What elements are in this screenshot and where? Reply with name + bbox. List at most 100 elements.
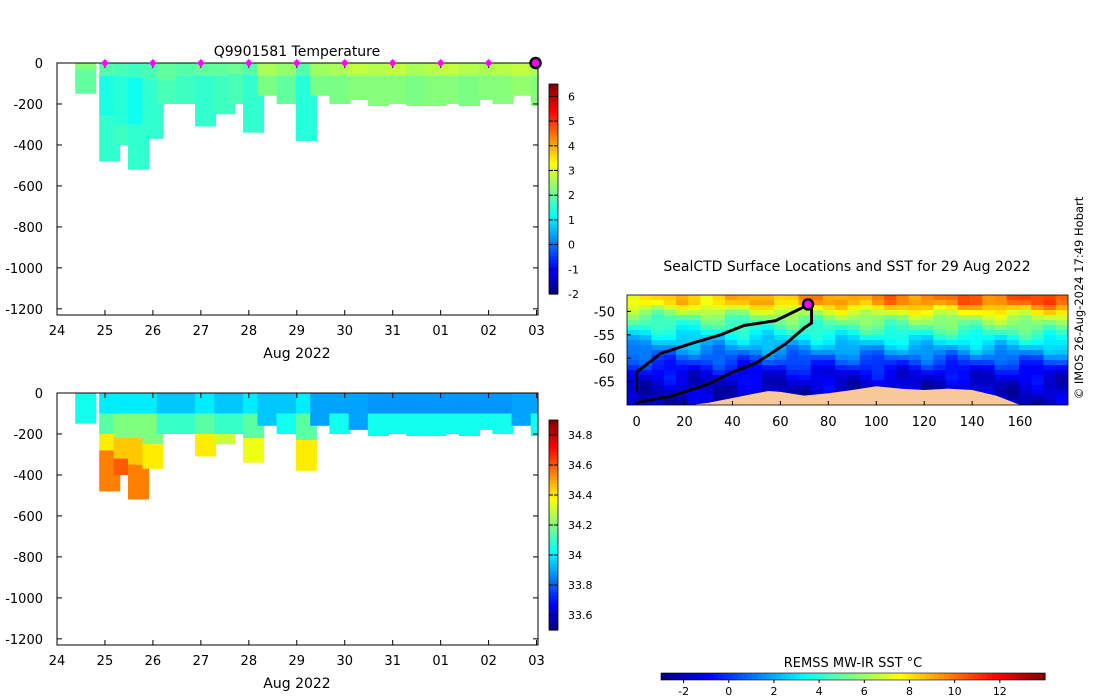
sst-cell [1055,375,1068,381]
sst-cell [982,330,995,336]
sst-colorbar-segment [723,673,729,680]
sst-cell [663,340,677,346]
colorbar-segment [549,140,558,145]
sst-colorbar-tick-label: -2 [678,685,689,698]
sst-cell [1006,315,1020,321]
sst-cell [639,355,652,361]
sst-cell [639,315,652,321]
sst-cell [761,300,775,306]
sst-cell [700,390,714,396]
sst-colorbar-segment [987,673,993,680]
sst-colorbar-segment [896,673,902,680]
sst-cell [688,380,701,386]
sst-cell [982,310,995,316]
colorbar-segment [549,108,558,113]
sst-cell [896,355,910,361]
colorbar-segment [549,504,558,509]
sst-cell [921,355,934,361]
sst-cell [627,295,640,301]
sst-colorbar-segment [665,673,672,680]
sst-cell [725,315,738,321]
sst-cell [1055,340,1068,346]
profile-cell [386,63,408,76]
sst-cell [786,385,799,391]
colorbar-tick-label: 33.8 [568,579,593,592]
sst-cell [1006,385,1020,391]
colorbar-segment [549,525,558,530]
sst-cell [1043,305,1057,311]
sst-cell [700,320,714,326]
colorbar-segment [549,217,558,222]
temperature-profile-markers [100,56,542,70]
sst-cell [859,330,873,336]
sst-cell [774,295,787,301]
map-x-tick-label: 140 [960,415,985,430]
sst-cell [884,345,897,351]
sst-cell [859,305,873,311]
colorbar-segment [549,521,558,526]
map-x-tick-label: 0 [632,415,640,430]
sst-cell [970,300,983,306]
profile-cell [530,63,538,76]
sst-cell [712,320,726,326]
sst-cell [847,330,861,336]
sst-colorbar-segment [958,673,964,680]
colorbar-segment [549,231,558,236]
sst-cell [810,315,824,321]
sst-cell [994,300,1008,306]
profile-cell [348,393,370,430]
sst-cell [663,380,677,386]
sst-colorbar-segment [709,673,715,680]
colorbar-segment [549,518,558,523]
sst-cell [896,375,910,381]
sst-cell [651,350,665,356]
profile-cell [406,75,428,106]
sst-cell [774,360,787,366]
sst-cell [1031,335,1044,341]
sst-cell [749,390,763,396]
sst-cell [1055,350,1068,356]
sst-cell [627,360,640,366]
sst-cell [908,325,922,331]
x-tick-label: 01 [432,654,449,669]
sst-cell [761,345,775,351]
sst-cell [823,360,836,366]
colorbar-segment [549,192,558,197]
sst-cell [737,320,750,326]
sst-cell [1019,320,1032,326]
sst-cell [798,390,812,396]
sst-colorbar-segment [857,673,864,680]
sst-cell [1031,300,1044,306]
sst-cell [786,365,799,371]
sst-cell [994,330,1008,336]
sst-cell [737,355,750,361]
colorbar-segment [549,595,558,600]
sst-cell [908,330,922,336]
sst-cell [688,325,701,331]
colorbar-tick-label: 0 [568,239,575,252]
sst-cell [933,305,946,311]
sst-cell [1043,320,1057,326]
sst-colorbar-segment [795,673,801,680]
profile-cell [492,75,514,104]
sst-cell [994,380,1008,386]
x-tick-label: 02 [480,654,497,669]
sst-cell [884,355,897,361]
sst-cell [737,375,750,381]
sst-cell [859,335,873,341]
salinity-y-axis: 0 -200 -400 -600 -800 -1000 -1200 [5,387,538,648]
colorbar-segment [549,164,558,169]
sst-cell [859,355,873,361]
sst-cell [712,330,726,336]
sst-cell [1055,310,1068,316]
colorbar-segment [549,619,558,624]
sst-cell [1043,370,1057,376]
profile-cell [257,75,279,96]
sst-cell [651,385,665,391]
sst-colorbar-segment [761,673,768,680]
sst-cell [786,390,799,396]
sst-cell [810,300,824,306]
sst-cell [872,335,885,341]
sst-cell [823,355,836,361]
x-tick-label: 25 [97,324,114,339]
